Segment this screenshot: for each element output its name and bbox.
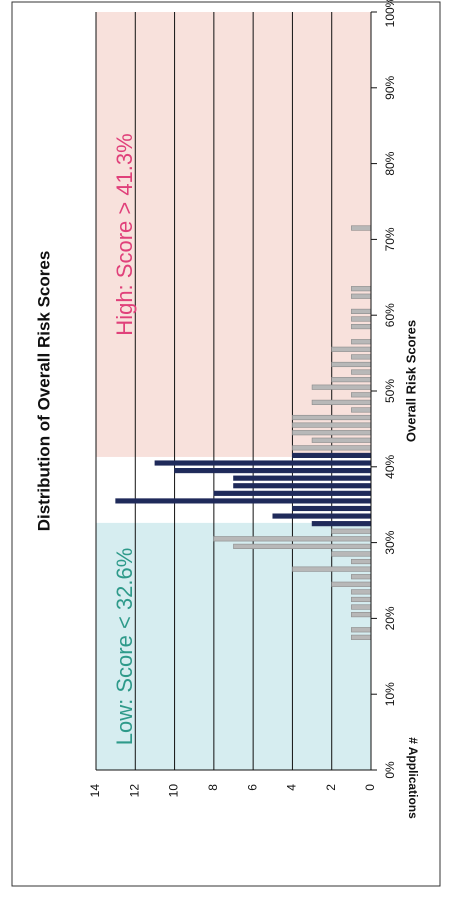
bar [331,528,372,534]
bar [292,430,372,436]
bar [331,346,372,352]
bar [351,354,372,360]
bar [311,437,372,443]
region-band [96,12,371,457]
bar [292,505,372,512]
bar [311,521,372,527]
bar [272,513,372,519]
bar [351,634,372,640]
region-label: Low: Score < 32.6% [112,548,137,746]
x-tick-label: 60% [383,303,397,327]
bar [233,543,372,549]
bar [292,452,372,459]
x-tick-label: 50% [383,379,397,403]
bar [351,339,372,345]
x-tick-label: 0% [383,761,397,779]
bar [154,460,372,466]
bar [351,286,372,292]
bar [292,445,372,451]
x-tick-label: 40% [383,454,397,478]
y-tick-label: 12 [127,784,141,798]
rotated-chart: 0 2 4 6 8 10 12 14 Low: Score < 32.6% High: Score… [34,0,419,819]
bar [292,566,372,572]
y-tick-label: 0 [363,784,377,791]
bar [351,225,372,231]
frame [11,1,441,887]
bar [292,414,372,421]
y-tick-label: 10 [167,784,181,798]
bar [351,316,372,322]
bar [351,407,372,413]
region-band [96,522,371,770]
y-tick-label: 14 [88,784,102,798]
bar [351,558,372,565]
bar [331,551,372,557]
x-tick-label: 90% [383,75,397,99]
y-tick-label: 8 [206,784,220,791]
y-tick-label: 2 [324,784,338,791]
bar [351,612,372,618]
bar [115,498,372,504]
x-axis-label: Overall Risk Scores [403,320,418,442]
x-tick-label: 10% [383,682,397,706]
bar [311,399,372,405]
bar [292,422,372,428]
bar [351,574,372,580]
bar [351,369,372,375]
y-axis-label: # Applications [406,737,420,819]
x-tick-label: 100% [383,0,397,27]
x-tick-label: 20% [383,606,397,630]
chart-title: Distribution of Overall Risk Scores [34,251,53,532]
bar [213,536,372,542]
x-tick-label: 70% [383,227,397,251]
x-tick-label: 80% [383,151,397,175]
x-tick-label: 30% [383,530,397,554]
bar [213,490,372,496]
bar [351,589,372,595]
bar [351,293,372,299]
bar [351,392,372,398]
bar [331,377,372,383]
bar [311,384,372,390]
bar [351,308,372,314]
bar [331,581,372,587]
bar [351,323,372,330]
bar [233,483,372,489]
bar [351,604,372,610]
bar [331,361,372,368]
bar [351,596,372,603]
y-tick-label: 6 [245,784,259,791]
bar [351,627,372,633]
bar [174,468,372,474]
region-label: High: Score > 41.3% [112,133,137,335]
y-tick-label: 4 [285,784,299,791]
bar [233,475,372,481]
